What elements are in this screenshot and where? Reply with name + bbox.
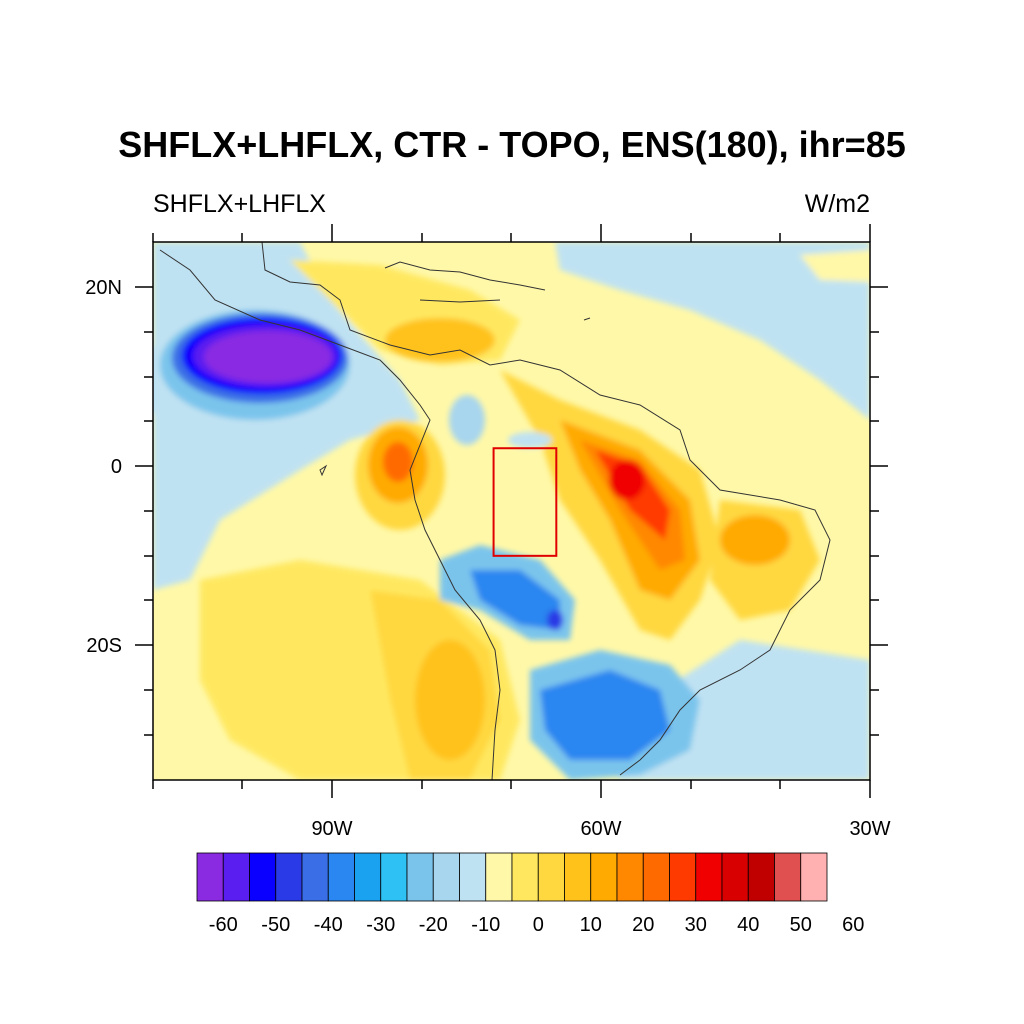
- colorbar-label: 50: [789, 914, 812, 936]
- colorbar-swatch: [642, 852, 670, 902]
- colorbar-label: -20: [418, 914, 448, 936]
- colorbar-swatch: [564, 852, 592, 902]
- colorbar-swatch: [196, 852, 224, 902]
- colorbar-label: -60: [208, 914, 238, 936]
- lon-label-60w: 60W: [580, 818, 622, 840]
- colorbar-swatch: [747, 852, 775, 902]
- colorbar-swatch: [669, 852, 697, 902]
- colorbar-label: -50: [261, 914, 291, 936]
- colorbar-label: 0: [532, 914, 544, 936]
- variable-label: SHFLX+LHFLX: [153, 190, 326, 218]
- colorbar-swatch: [537, 852, 565, 902]
- lat-label-20n: 20N: [85, 277, 122, 299]
- colorbar-swatch: [249, 852, 277, 902]
- units-label: W/m2: [804, 190, 870, 218]
- lon-label-90w: 90W: [311, 818, 353, 840]
- colorbar-swatch: [222, 852, 250, 902]
- colorbar-swatch: [800, 852, 828, 902]
- colorbar-swatch: [275, 852, 303, 902]
- colorbar-swatch: [301, 852, 329, 902]
- colorbar-label: 10: [579, 914, 602, 936]
- lat-label-0: 0: [110, 456, 122, 478]
- colorbar-swatch: [354, 852, 382, 902]
- colorbar-label: 20: [632, 914, 655, 936]
- colorbar-label: -40: [313, 914, 343, 936]
- contour-field: [153, 242, 870, 780]
- coastlines: [159, 242, 831, 780]
- colorbar-swatch: [327, 852, 355, 902]
- colorbar-swatch: [590, 852, 618, 902]
- colorbar-label: -10: [471, 914, 501, 936]
- colorbar-swatch: [616, 852, 644, 902]
- colorbar-label: 30: [684, 914, 707, 936]
- colorbar-swatch: [511, 852, 539, 902]
- colorbar: [196, 852, 828, 902]
- colorbar-swatch: [774, 852, 802, 902]
- colorbar-swatch: [721, 852, 749, 902]
- colorbar-swatch: [485, 852, 513, 902]
- colorbar-swatch: [459, 852, 487, 902]
- colorbar-swatch: [406, 852, 434, 902]
- colorbar-label: 40: [737, 914, 760, 936]
- axis-ticks: [135, 224, 888, 798]
- colorbar-swatch: [695, 852, 723, 902]
- region-box: [492, 447, 558, 557]
- colorbar-swatch: [380, 852, 408, 902]
- colorbar-label: 60: [842, 914, 865, 936]
- lon-label-30w: 30W: [849, 818, 891, 840]
- colorbar-swatch: [432, 852, 460, 902]
- lat-label-20s: 20S: [86, 635, 122, 657]
- map-title: SHFLX+LHFLX, CTR - TOPO, ENS(180), ihr=8…: [118, 124, 906, 165]
- colorbar-label: -30: [366, 914, 396, 936]
